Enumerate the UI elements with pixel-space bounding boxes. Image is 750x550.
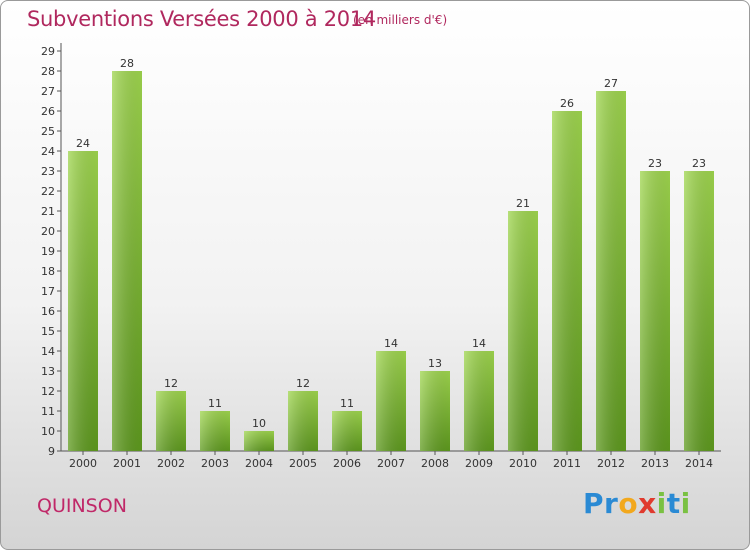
- place-name: QUINSON: [37, 495, 127, 517]
- x-tick-label: 2000: [69, 457, 97, 470]
- bar-shine: [640, 171, 670, 451]
- logo-letter: r: [604, 487, 619, 520]
- bar-shine: [244, 431, 274, 451]
- bar-shine: [156, 391, 186, 451]
- logo-letter: i: [656, 487, 667, 520]
- bar-value-label: 12: [164, 377, 178, 390]
- x-tick-label: 2013: [641, 457, 669, 470]
- chart-axes: 9101112131415161718192021222324252627282…: [41, 43, 721, 470]
- bar-value-label: 23: [692, 157, 706, 170]
- y-tick-label: 28: [41, 65, 55, 78]
- bar-value-label: 24: [76, 137, 90, 150]
- y-tick-label: 29: [41, 45, 55, 58]
- logo-letter: t: [666, 487, 681, 520]
- chart-bars: [68, 71, 714, 451]
- bar-shine: [200, 411, 230, 451]
- chart-title: Subventions Versées 2000 à 2014: [27, 7, 376, 31]
- bar-shine: [376, 351, 406, 451]
- bar-value-label: 12: [296, 377, 310, 390]
- logo-letter: o: [618, 487, 639, 520]
- bar-shine: [68, 151, 98, 451]
- y-tick-label: 22: [41, 185, 55, 198]
- bar-value-label: 21: [516, 197, 530, 210]
- y-tick-label: 16: [41, 305, 55, 318]
- y-tick-label: 11: [41, 405, 55, 418]
- x-tick-label: 2007: [377, 457, 405, 470]
- bar-shine: [420, 371, 450, 451]
- x-tick-label: 2006: [333, 457, 361, 470]
- proxiti-logo: Proxiti: [583, 487, 691, 520]
- y-tick-label: 15: [41, 325, 55, 338]
- chart-unit-note: (en milliers d'€): [353, 13, 448, 27]
- x-tick-label: 2004: [245, 457, 273, 470]
- y-tick-label: 19: [41, 245, 55, 258]
- x-tick-label: 2002: [157, 457, 185, 470]
- bar-value-label: 14: [472, 337, 486, 350]
- bar-shine: [464, 351, 494, 451]
- bar-shine: [596, 91, 626, 451]
- bar-shine: [552, 111, 582, 451]
- y-tick-label: 17: [41, 285, 55, 298]
- bar-value-label: 11: [340, 397, 354, 410]
- y-tick-label: 12: [41, 385, 55, 398]
- y-tick-label: 27: [41, 85, 55, 98]
- x-tick-label: 2005: [289, 457, 317, 470]
- bar-shine: [112, 71, 142, 451]
- bar-shine: [332, 411, 362, 451]
- x-tick-label: 2012: [597, 457, 625, 470]
- x-tick-label: 2011: [553, 457, 581, 470]
- bar-value-label: 26: [560, 97, 574, 110]
- bar-shine: [508, 211, 538, 451]
- x-tick-label: 2009: [465, 457, 493, 470]
- bar-value-label: 14: [384, 337, 398, 350]
- bar-value-label: 28: [120, 57, 134, 70]
- y-tick-label: 18: [41, 265, 55, 278]
- logo-letter: P: [583, 487, 605, 520]
- x-tick-label: 2010: [509, 457, 537, 470]
- bar-shine: [288, 391, 318, 451]
- bar-value-label: 27: [604, 77, 618, 90]
- y-tick-label: 23: [41, 165, 55, 178]
- logo-letter: x: [638, 487, 657, 520]
- y-tick-label: 26: [41, 105, 55, 118]
- y-tick-label: 9: [48, 445, 55, 458]
- x-tick-label: 2008: [421, 457, 449, 470]
- y-tick-label: 10: [41, 425, 55, 438]
- y-tick-label: 13: [41, 365, 55, 378]
- bar-value-label: 10: [252, 417, 266, 430]
- bar-shine: [684, 171, 714, 451]
- chart-data-labels: 24 28 12 11 10 12 11 14 13 14 21 26 27 23 23: [76, 57, 706, 430]
- y-tick-label: 14: [41, 345, 55, 358]
- bar-value-label: 13: [428, 357, 442, 370]
- bar-value-label: 11: [208, 397, 222, 410]
- x-tick-label: 2003: [201, 457, 229, 470]
- x-tick-label: 2001: [113, 457, 141, 470]
- y-tick-label: 20: [41, 225, 55, 238]
- logo-letter: i: [680, 487, 691, 520]
- y-tick-label: 24: [41, 145, 55, 158]
- y-tick-label: 21: [41, 205, 55, 218]
- bar-value-label: 23: [648, 157, 662, 170]
- x-tick-label: 2014: [685, 457, 713, 470]
- y-tick-label: 25: [41, 125, 55, 138]
